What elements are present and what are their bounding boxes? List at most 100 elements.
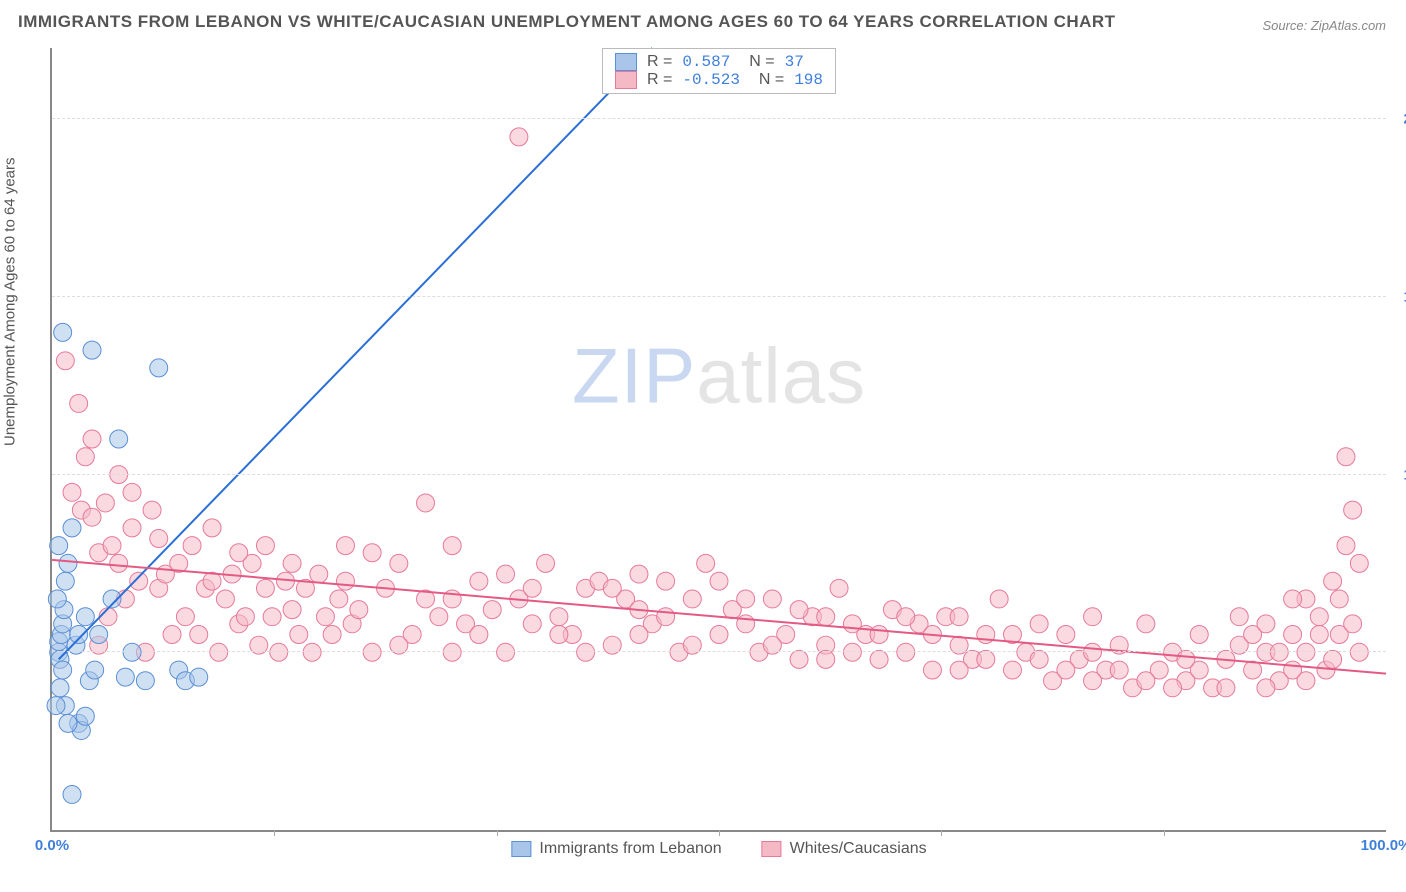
correlation-legend: R = 0.587 N = 37R =-0.523 N =198 <box>602 48 836 94</box>
scatter-point <box>190 626 208 644</box>
legend-r-label: R = <box>647 71 672 89</box>
scatter-point <box>283 601 301 619</box>
gridline <box>52 118 1386 119</box>
scatter-point <box>697 554 715 572</box>
scatter-point <box>96 494 114 512</box>
scatter-point <box>163 626 181 644</box>
scatter-point <box>256 579 274 597</box>
scatter-point <box>70 626 88 644</box>
scatter-point <box>150 530 168 548</box>
scatter-point <box>363 544 381 562</box>
scatter-point <box>737 590 755 608</box>
scatter-point <box>350 601 368 619</box>
scatter-point <box>1137 615 1155 633</box>
legend-n-value: 37 <box>785 53 804 71</box>
scatter-point <box>176 608 194 626</box>
scatter-point <box>630 626 648 644</box>
scatter-point <box>1344 615 1362 633</box>
legend-swatch <box>511 841 531 857</box>
scatter-point <box>263 608 281 626</box>
scatter-point <box>110 554 128 572</box>
scatter-point <box>130 572 148 590</box>
scatter-point <box>1337 537 1355 555</box>
x-minor-tick <box>941 830 942 836</box>
legend-n-label: N = <box>750 71 784 89</box>
scatter-point <box>510 128 528 146</box>
scatter-point <box>59 714 77 732</box>
scatter-point <box>1084 608 1102 626</box>
scatter-point <box>110 430 128 448</box>
scatter-point <box>523 615 541 633</box>
legend-label: Whites/Caucasians <box>790 840 927 858</box>
scatter-point <box>203 519 221 537</box>
x-tick-label: 0.0% <box>35 837 69 854</box>
scatter-point <box>790 650 808 668</box>
scatter-point <box>710 572 728 590</box>
legend-r-label: R = <box>647 53 672 71</box>
scatter-point <box>136 672 154 690</box>
legend-swatch <box>615 71 637 89</box>
scatter-point <box>817 608 835 626</box>
scatter-point <box>99 608 117 626</box>
scatter-point <box>1137 672 1155 690</box>
scatter-point <box>90 626 108 644</box>
scatter-point <box>497 565 515 583</box>
scatter-point <box>550 608 568 626</box>
scatter-point <box>990 590 1008 608</box>
scatter-point <box>47 697 65 715</box>
scatter-point <box>1230 608 1248 626</box>
scatter-point <box>950 608 968 626</box>
legend-swatch <box>762 841 782 857</box>
scatter-point <box>483 601 501 619</box>
legend-r-value: -0.523 <box>682 71 740 89</box>
scatter-point <box>923 661 941 679</box>
scatter-point <box>70 394 88 412</box>
scatter-point <box>1297 672 1315 690</box>
scatter-point <box>1284 590 1302 608</box>
scatter-point <box>1164 679 1182 697</box>
gridline <box>52 296 1386 297</box>
legend-item: Immigrants from Lebanon <box>511 840 721 858</box>
scatter-point <box>1057 626 1075 644</box>
scatter-point <box>310 565 328 583</box>
legend-swatch <box>615 53 637 71</box>
scatter-point <box>336 572 354 590</box>
legend-r-value: 0.587 <box>682 53 730 71</box>
scatter-point <box>236 608 254 626</box>
legend-row: R =-0.523 N =198 <box>615 71 823 89</box>
legend-label: Immigrants from Lebanon <box>539 840 721 858</box>
scatter-point <box>48 590 66 608</box>
scatter-point <box>657 572 675 590</box>
chart-svg <box>52 48 1386 830</box>
scatter-point <box>1177 650 1195 668</box>
scatter-point <box>977 650 995 668</box>
legend-n-label: N = <box>740 53 774 71</box>
scatter-point <box>843 615 861 633</box>
scatter-point <box>390 554 408 572</box>
scatter-point <box>1110 661 1128 679</box>
scatter-point <box>51 679 69 697</box>
legend-item: Whites/Caucasians <box>762 840 927 858</box>
scatter-point <box>790 601 808 619</box>
scatter-point <box>63 483 81 501</box>
gridline <box>52 651 1386 652</box>
scatter-point <box>523 579 541 597</box>
scatter-point <box>550 626 568 644</box>
scatter-point <box>1330 590 1348 608</box>
scatter-point <box>76 707 94 725</box>
x-minor-tick <box>497 830 498 836</box>
scatter-point <box>430 608 448 626</box>
x-minor-tick <box>274 830 275 836</box>
scatter-point <box>1257 615 1275 633</box>
scatter-point <box>830 579 848 597</box>
scatter-point <box>1030 615 1048 633</box>
scatter-point <box>1030 650 1048 668</box>
scatter-point <box>336 537 354 555</box>
scatter-point <box>150 359 168 377</box>
x-tick-label: 100.0% <box>1361 837 1406 854</box>
scatter-point <box>470 626 488 644</box>
scatter-point <box>1324 572 1342 590</box>
scatter-point <box>1310 608 1328 626</box>
scatter-point <box>1324 650 1342 668</box>
scatter-point <box>103 537 121 555</box>
